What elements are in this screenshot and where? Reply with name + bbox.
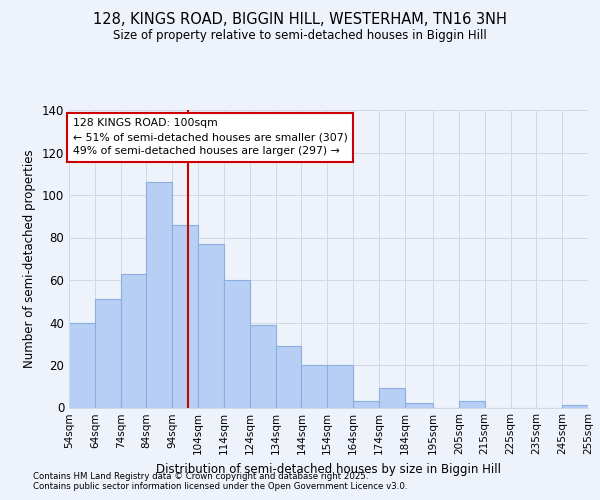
- Text: Contains public sector information licensed under the Open Government Licence v3: Contains public sector information licen…: [33, 482, 407, 491]
- Bar: [275, 346, 301, 408]
- Text: 128 KINGS ROAD: 100sqm
← 51% of semi-detached houses are smaller (307)
49% of se: 128 KINGS ROAD: 100sqm ← 51% of semi-det…: [73, 118, 348, 156]
- Bar: [69, 322, 95, 408]
- Bar: [198, 244, 224, 408]
- Bar: [121, 274, 146, 407]
- Text: 128, KINGS ROAD, BIGGIN HILL, WESTERHAM, TN16 3NH: 128, KINGS ROAD, BIGGIN HILL, WESTERHAM,…: [93, 12, 507, 28]
- Bar: [327, 365, 353, 408]
- X-axis label: Distribution of semi-detached houses by size in Biggin Hill: Distribution of semi-detached houses by …: [156, 463, 501, 476]
- Bar: [353, 401, 379, 407]
- Bar: [146, 182, 172, 408]
- Bar: [404, 403, 433, 407]
- Bar: [172, 225, 198, 408]
- Bar: [562, 406, 588, 407]
- Bar: [250, 324, 275, 407]
- Bar: [224, 280, 250, 407]
- Bar: [379, 388, 404, 407]
- Text: Contains HM Land Registry data © Crown copyright and database right 2025.: Contains HM Land Registry data © Crown c…: [33, 472, 368, 481]
- Y-axis label: Number of semi-detached properties: Number of semi-detached properties: [23, 150, 36, 368]
- Bar: [459, 401, 485, 407]
- Text: Size of property relative to semi-detached houses in Biggin Hill: Size of property relative to semi-detach…: [113, 29, 487, 42]
- Bar: [95, 299, 121, 408]
- Bar: [301, 365, 327, 408]
